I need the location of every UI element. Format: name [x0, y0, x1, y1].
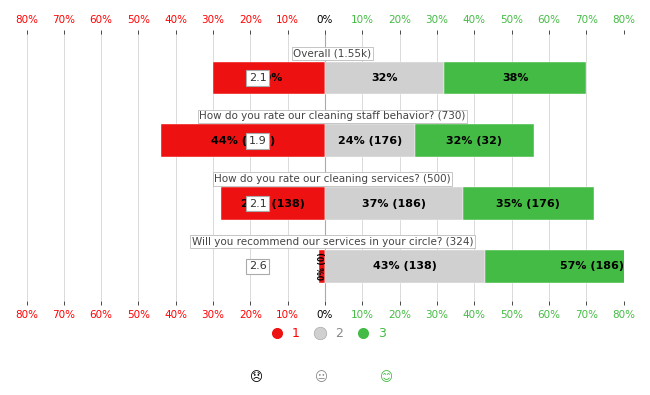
Text: 44% (324): 44% (324) — [211, 136, 275, 146]
Text: 2.6: 2.6 — [249, 261, 266, 271]
Bar — [325, 124, 415, 157]
Bar — [415, 124, 534, 157]
Text: 2.1: 2.1 — [249, 73, 266, 83]
Text: 43% (138): 43% (138) — [373, 261, 437, 271]
Bar — [445, 62, 586, 94]
Text: 57% (186): 57% (186) — [560, 261, 624, 271]
Bar — [325, 250, 486, 282]
Text: 1.9: 1.9 — [249, 136, 266, 146]
Bar — [220, 187, 325, 220]
Text: 😐: 😐 — [315, 371, 328, 384]
Bar — [319, 250, 325, 282]
Text: 38%: 38% — [502, 73, 528, 83]
Bar — [161, 124, 325, 157]
Text: 28% (138): 28% (138) — [240, 199, 305, 209]
Text: 30%: 30% — [256, 73, 282, 83]
Text: 😞: 😞 — [250, 371, 263, 384]
Bar — [486, 250, 650, 282]
Text: How do you rate our cleaning services? (500): How do you rate our cleaning services? (… — [214, 174, 451, 184]
Text: 24% (176): 24% (176) — [337, 136, 402, 146]
Bar — [463, 187, 593, 220]
Text: Overall (1.55k): Overall (1.55k) — [293, 49, 372, 58]
Text: How do you rate our cleaning staff behavior? (730): How do you rate our cleaning staff behav… — [200, 111, 465, 121]
Bar — [325, 62, 445, 94]
Text: 37% (186): 37% (186) — [362, 199, 426, 209]
Bar — [325, 187, 463, 220]
Bar — [213, 62, 325, 94]
Text: 😊: 😊 — [380, 371, 393, 384]
Text: 35% (176): 35% (176) — [497, 199, 560, 209]
Text: 32% (32): 32% (32) — [447, 136, 502, 146]
Text: 2.1: 2.1 — [249, 199, 266, 209]
Legend: 1, 2, 3: 1, 2, 3 — [259, 322, 391, 345]
Text: 32%: 32% — [371, 73, 398, 83]
Text: Will you recommend our services in your circle? (324): Will you recommend our services in your … — [192, 237, 473, 247]
Text: 0% (0): 0% (0) — [318, 252, 327, 280]
